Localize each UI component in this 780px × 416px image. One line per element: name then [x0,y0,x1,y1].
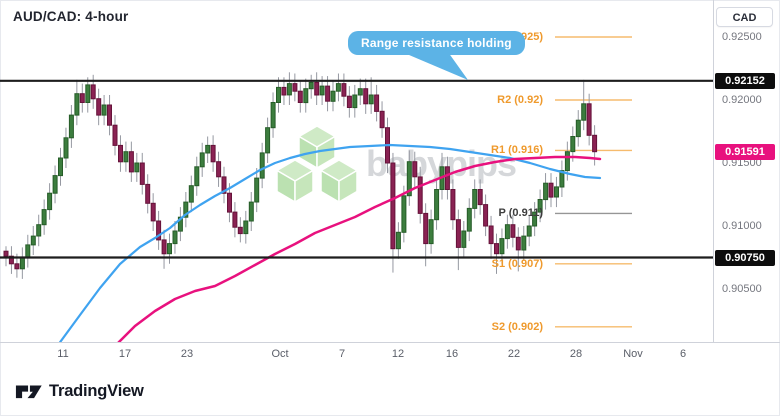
price-tick: 0.91500 [722,157,762,169]
resistance-price-badge: 0.92152 [715,72,775,89]
chart-title: AUD/CAD: 4-hour [13,9,129,24]
annotation-callout: Range resistance holding [348,31,525,55]
date-tick: 11 [57,348,69,360]
date-tick: Nov [623,348,643,360]
tradingview-logo[interactable]: TradingView [15,382,144,401]
pivot-label-s1: S1 (0.907) [491,257,543,270]
pivot-label-s2: S2 (0.902) [491,320,543,333]
date-tick: 12 [391,348,405,360]
date-tick: 23 [180,348,194,360]
pivot-label-r2: R2 (0.92) [497,94,543,106]
date-tick: Oct [271,348,289,360]
range-boundary-lines [0,79,713,259]
date-tick: 7 [338,348,346,360]
annotation-callout-tail [402,52,468,80]
support-price-badge: 0.90750 [715,249,775,266]
price-tick: 0.91000 [722,220,762,232]
moving-average-lines [58,143,602,342]
tradingview-logo-text: TradingView [49,382,144,400]
pivot-label-p: P (0.911) [498,207,543,220]
price-tick: 0.92000 [722,94,762,106]
candlestick-series [3,72,598,279]
last-price-badge: 0.91591 [715,143,775,160]
date-tick: 16 [445,348,459,360]
price-tick: 0.92500 [722,31,762,43]
pivot-label-r1: R1 (0.916) [491,144,543,157]
date-tick: 17 [118,348,132,360]
currency-toggle-button[interactable]: CAD [716,7,773,27]
babypips-logo-cubes [275,125,359,204]
date-tick: 22 [507,348,521,360]
date-tick: 28 [569,348,583,360]
time-axis[interactable]: 11 17 23 Oct 7 12 16 22 28 Nov 6 [0,343,713,367]
date-tick: 6 [679,348,687,360]
tradingview-logo-icon [15,384,42,398]
price-tick: 0.90500 [722,283,762,295]
